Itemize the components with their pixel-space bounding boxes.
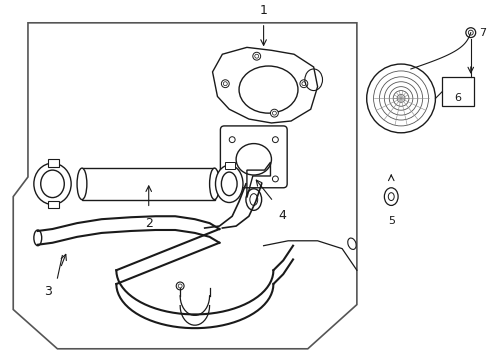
Ellipse shape [245,189,261,210]
Text: 5: 5 [387,216,394,226]
Ellipse shape [215,165,243,202]
Circle shape [229,137,235,143]
Ellipse shape [249,194,257,206]
Circle shape [252,52,260,60]
Circle shape [366,64,434,133]
Bar [225,162,235,169]
Text: 6: 6 [453,94,461,103]
Circle shape [221,80,229,87]
Ellipse shape [384,188,397,206]
Circle shape [272,137,278,143]
Ellipse shape [77,168,87,199]
Ellipse shape [387,193,393,201]
Ellipse shape [221,172,237,195]
Text: 3: 3 [43,285,51,298]
Ellipse shape [41,170,64,198]
Text: 2: 2 [144,217,152,230]
Circle shape [176,282,183,290]
Ellipse shape [347,238,355,249]
Circle shape [465,28,475,37]
Bar [47,159,59,167]
Text: 7: 7 [478,28,485,38]
Ellipse shape [34,163,71,204]
Circle shape [272,176,278,182]
Circle shape [299,80,307,87]
Text: 4: 4 [278,210,285,222]
Ellipse shape [209,168,219,199]
Bar [441,77,473,106]
Bar [47,201,59,208]
Circle shape [229,176,235,182]
Ellipse shape [34,230,41,246]
Circle shape [270,109,278,117]
Bar [82,168,214,199]
Text: 1: 1 [259,4,267,17]
